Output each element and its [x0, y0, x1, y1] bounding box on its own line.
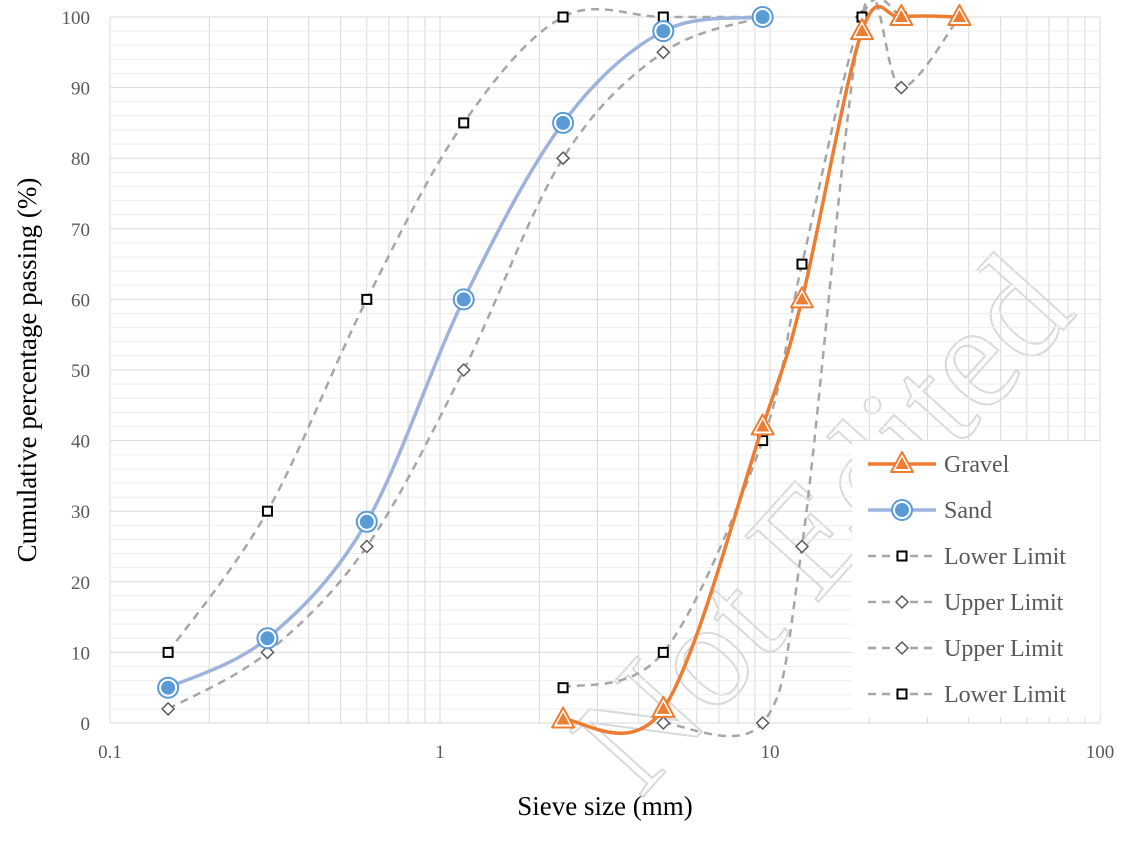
x-axis-title: Sieve size (mm): [517, 791, 692, 821]
data-point: [652, 20, 675, 43]
data-point: [557, 11, 569, 23]
data-point: [794, 539, 810, 554]
legend: Gravel Sand Lower Limit Upper Limit Upper Li…: [852, 441, 1100, 717]
legend-item: Lower Limit: [868, 682, 1066, 708]
data-point: [361, 293, 373, 305]
series-upper-limit: [656, 0, 967, 738]
legend-marker: [894, 594, 910, 610]
series-line: [167, 7, 763, 654]
legend-marker: [891, 499, 913, 521]
x-tick-label: 10: [761, 742, 780, 763]
data-point: [556, 151, 571, 166]
data-point: [651, 695, 676, 718]
data-point: [947, 4, 972, 26]
data-point: [551, 706, 576, 729]
data-point: [162, 646, 174, 658]
data-point: [796, 258, 808, 270]
legend-marker: [894, 640, 910, 656]
y-tick-label: 70: [71, 220, 90, 241]
x-tick-label: 100: [1086, 742, 1115, 763]
legend-label: Lower Limit: [944, 544, 1066, 570]
legend-label: Lower Limit: [944, 682, 1066, 708]
y-tick-label: 0: [81, 714, 91, 735]
x-tick-label: 0.1: [98, 742, 122, 763]
y-tick-label: 100: [62, 8, 91, 29]
legend-item: Sand: [868, 498, 992, 524]
legend-marker: [896, 688, 908, 700]
data-point: [256, 627, 279, 650]
axes: 0.1 1 10 100 0 10 20 30 40 50 60 70 80 90 100: [62, 8, 1115, 763]
legend-box: [852, 441, 1100, 717]
y-axis-title: Cumulative percentage passing (%): [12, 178, 42, 563]
x-tick-label: 1: [435, 742, 445, 763]
legend-label: Upper Limit: [944, 590, 1064, 616]
data-point: [750, 413, 775, 436]
legend-label: Gravel: [944, 452, 1010, 478]
data-point: [894, 80, 909, 95]
data-point: [657, 646, 669, 658]
data-point: [261, 505, 273, 517]
data-point: [157, 676, 180, 699]
data-point: [260, 645, 275, 660]
y-tick-label: 90: [71, 79, 90, 100]
data-point: [656, 715, 671, 731]
data-point: [557, 682, 569, 694]
y-tick-label: 20: [71, 573, 90, 594]
legend-label: Upper Limit: [944, 636, 1064, 662]
legend-label: Sand: [944, 498, 992, 524]
legend-marker: [890, 451, 914, 473]
y-tick-label: 60: [71, 290, 90, 311]
data-point: [889, 4, 914, 26]
legend-item: Upper Limit: [868, 636, 1064, 662]
legend-item: Upper Limit: [868, 590, 1064, 616]
series-layer: [157, 0, 972, 738]
data-point: [789, 286, 814, 309]
legend-item: Lower Limit: [868, 544, 1066, 570]
y-tick-label: 10: [71, 643, 90, 664]
legend-item: Gravel: [868, 451, 1010, 478]
data-point: [755, 715, 770, 731]
y-tick-label: 50: [71, 361, 90, 382]
data-point: [452, 288, 475, 311]
series-gravel: [551, 4, 972, 735]
data-point: [355, 510, 378, 533]
y-tick-label: 30: [71, 502, 90, 523]
series-sand: [157, 6, 774, 699]
y-tick-label: 80: [71, 149, 90, 170]
legend-marker: [896, 550, 908, 562]
data-point: [751, 6, 774, 28]
data-point: [161, 701, 176, 716]
series-line: [167, 15, 764, 710]
data-point: [456, 362, 471, 378]
data-point: [458, 117, 470, 129]
data-point: [359, 539, 374, 554]
y-tick-label: 40: [71, 432, 90, 453]
data-point: [656, 45, 671, 60]
data-point: [849, 18, 874, 41]
data-point: [552, 111, 575, 134]
